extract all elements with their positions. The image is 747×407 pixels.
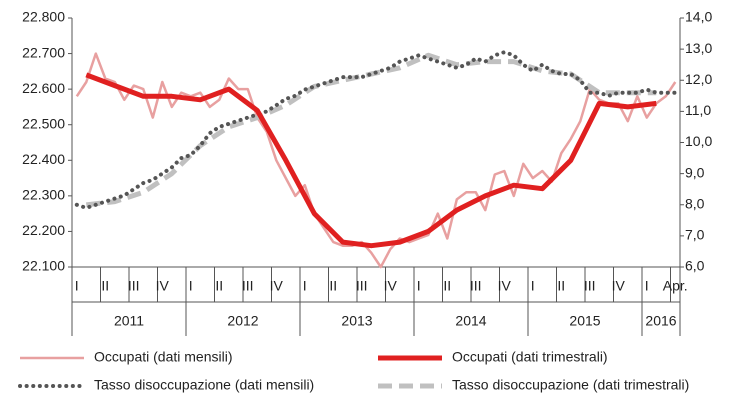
y-tick-label: 22.400 xyxy=(22,151,65,167)
year-label: 2016 xyxy=(645,313,676,329)
y-tick-label: 22.800 xyxy=(22,9,65,25)
x-tick-label: I xyxy=(531,278,535,294)
x-tick-label: II xyxy=(443,278,451,294)
y-tick-label: 22.200 xyxy=(22,222,65,238)
legend-label: Occupati (dati trimestrali) xyxy=(452,349,608,365)
x-tick-label: IV xyxy=(384,278,398,294)
series-line xyxy=(75,52,677,269)
year-label: 2014 xyxy=(455,313,486,329)
y-tick-label: 22.100 xyxy=(22,258,65,274)
y-tick-label: 22.500 xyxy=(22,115,65,131)
x-tick-label: I xyxy=(303,278,307,294)
y2-tick-label: 11,0 xyxy=(685,102,711,118)
x-tick-label: IV xyxy=(612,278,626,294)
x-tick-label: III xyxy=(584,278,596,294)
y2-tick-label: 12,0 xyxy=(685,71,712,87)
y2-tick-label: 8,0 xyxy=(685,195,705,211)
x-tick-label: I xyxy=(75,278,79,294)
x-tick-label: I xyxy=(645,278,649,294)
year-label: 2012 xyxy=(227,313,258,329)
x-tick-label: I xyxy=(417,278,421,294)
x-tick-label: III xyxy=(242,278,254,294)
x-tick-label: Apr. xyxy=(663,278,688,294)
x-tick-label: IV xyxy=(498,278,512,294)
series-line xyxy=(74,50,678,210)
legend-label: Tasso disoccupazione (dati mensili) xyxy=(94,377,314,393)
y2-tick-label: 14,0 xyxy=(685,9,712,25)
x-tick-label: III xyxy=(128,278,140,294)
x-tick-label: IV xyxy=(270,278,284,294)
y2-tick-label: 13,0 xyxy=(685,40,712,56)
y2-tick-label: 6,0 xyxy=(685,258,705,274)
year-label: 2015 xyxy=(569,313,600,329)
y2-tick-label: 7,0 xyxy=(685,227,705,243)
x-tick-label: III xyxy=(470,278,482,294)
x-tick-label: II xyxy=(557,278,565,294)
x-tick-label: II xyxy=(215,278,223,294)
series-line xyxy=(85,72,657,249)
x-tick-label: II xyxy=(101,278,109,294)
legend-label: Occupati (dati mensili) xyxy=(94,349,233,365)
series-line xyxy=(86,52,657,208)
x-tick-label: III xyxy=(356,278,368,294)
y-tick-label: 22.300 xyxy=(22,187,65,203)
y-tick-label: 22.600 xyxy=(22,80,65,96)
y2-tick-label: 9,0 xyxy=(685,164,705,180)
x-tick-label: II xyxy=(329,278,337,294)
y-tick-label: 22.700 xyxy=(22,44,65,60)
year-label: 2013 xyxy=(341,313,372,329)
y2-tick-label: 10,0 xyxy=(685,133,712,149)
legend-label: Tasso disoccupazione (dati trimestrali) xyxy=(452,377,689,393)
year-label: 2011 xyxy=(114,313,144,329)
x-tick-label: IV xyxy=(156,278,170,294)
x-tick-label: I xyxy=(189,278,193,294)
